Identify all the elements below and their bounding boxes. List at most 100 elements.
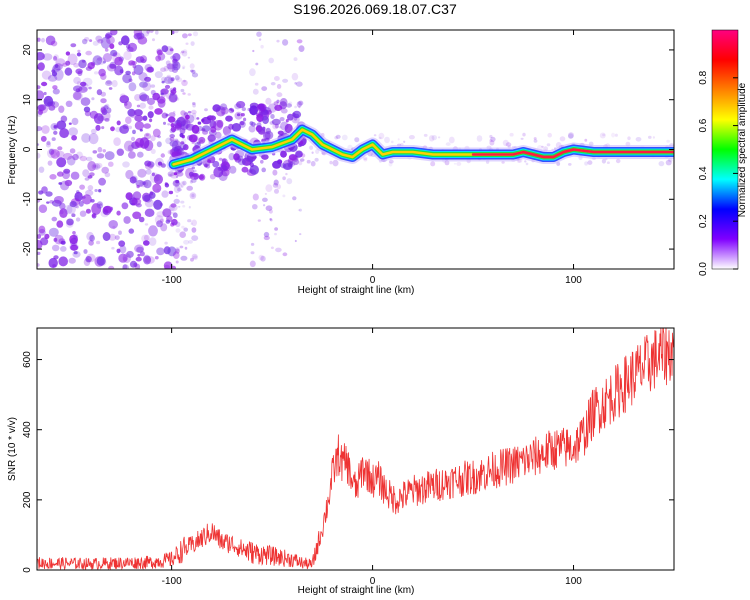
noise-blob — [296, 39, 303, 44]
noise-blob — [280, 150, 287, 158]
noise-blob — [72, 231, 76, 235]
noise-blob — [270, 82, 276, 86]
noise-blob — [430, 161, 436, 167]
noise-blob — [143, 255, 152, 265]
noise-blob — [84, 110, 91, 117]
noise-blob — [172, 58, 179, 67]
noise-blob — [73, 63, 80, 68]
noise-blob — [183, 227, 188, 232]
noise-blob — [121, 202, 129, 210]
noise-blob — [601, 158, 607, 164]
noise-blob — [148, 237, 157, 246]
noise-blob — [274, 188, 279, 194]
noise-blob — [37, 126, 43, 132]
noise-blob — [599, 132, 606, 139]
noise-blob — [108, 87, 113, 90]
noise-blob — [147, 66, 155, 73]
noise-blob — [102, 60, 106, 64]
noise-blob — [186, 185, 193, 191]
noise-blob — [154, 108, 163, 115]
noise-blob — [38, 225, 46, 234]
x-tick-label: -100 — [162, 275, 182, 286]
noise-blob — [165, 219, 171, 224]
noise-blob — [181, 50, 185, 54]
noise-blob — [154, 256, 159, 260]
noise-blob — [173, 110, 176, 114]
noise-blob — [154, 215, 164, 225]
noise-blob — [150, 135, 156, 142]
noise-blob — [80, 81, 87, 87]
noise-blob — [378, 136, 382, 140]
noise-blob — [191, 69, 196, 74]
noise-blob — [489, 134, 493, 139]
noise-blob — [185, 42, 189, 45]
noise-blob — [73, 91, 83, 101]
noise-blob — [75, 204, 80, 209]
noise-blob — [335, 134, 341, 139]
noise-blob — [193, 169, 197, 173]
noise-blob — [131, 71, 136, 76]
noise-blob — [298, 160, 303, 166]
noise-blob — [92, 55, 103, 66]
noise-blob — [614, 133, 618, 137]
noise-blob — [101, 126, 105, 130]
noise-blob — [273, 179, 279, 186]
noise-blob — [111, 246, 115, 250]
noise-blob — [137, 253, 141, 257]
noise-blob — [144, 160, 152, 167]
noise-blob — [363, 158, 368, 162]
noise-blob — [41, 81, 48, 87]
noise-blob — [48, 227, 59, 237]
noise-blob — [65, 51, 71, 56]
noise-blob — [175, 122, 182, 130]
noise-blob — [354, 137, 360, 143]
noise-blob — [138, 72, 148, 82]
y-tick-label: -10 — [22, 192, 33, 207]
noise-blob — [189, 125, 194, 131]
noise-blob — [194, 117, 197, 121]
noise-blob — [444, 160, 450, 166]
noise-blob — [145, 169, 152, 175]
noise-blob — [73, 76, 81, 85]
noise-blob — [187, 110, 192, 114]
noise-blob — [143, 194, 151, 202]
noise-blob — [48, 257, 58, 269]
noise-blob — [105, 80, 113, 86]
noise-blob — [533, 137, 537, 140]
noise-blob — [56, 171, 64, 177]
noise-blob — [171, 218, 178, 226]
noise-blob — [522, 132, 526, 137]
noise-blob — [175, 228, 181, 233]
noise-blob — [81, 59, 86, 63]
noise-blob — [51, 69, 56, 73]
noise-blob — [100, 111, 111, 121]
noise-blob — [295, 150, 303, 158]
noise-blob — [170, 77, 175, 82]
noise-blob — [86, 253, 96, 263]
noise-blob — [71, 213, 76, 217]
noise-blob — [243, 117, 247, 122]
noise-blob — [489, 140, 495, 146]
noise-blob — [156, 49, 163, 56]
noise-blob — [212, 104, 221, 112]
noise-blob — [163, 121, 166, 125]
x-tick-label: -100 — [162, 576, 182, 587]
noise-blob — [89, 234, 95, 242]
noise-blob — [429, 135, 435, 142]
ridge-band — [166, 122, 674, 172]
noise-blob — [85, 50, 92, 56]
noise-blob — [431, 135, 437, 141]
noise-blob — [124, 102, 128, 106]
noise-blob — [128, 62, 133, 66]
noise-blob — [292, 196, 297, 201]
noise-blob — [213, 166, 224, 178]
x-axis-label: Height of straight line (km) — [298, 285, 415, 296]
noise-blob — [267, 130, 270, 133]
noise-blob — [79, 210, 87, 217]
noise-blob — [315, 149, 320, 154]
noise-blob — [84, 37, 90, 42]
noise-blob — [373, 134, 377, 137]
noise-blob — [384, 136, 390, 144]
noise-blob — [180, 123, 185, 129]
noise-blob — [128, 60, 136, 66]
